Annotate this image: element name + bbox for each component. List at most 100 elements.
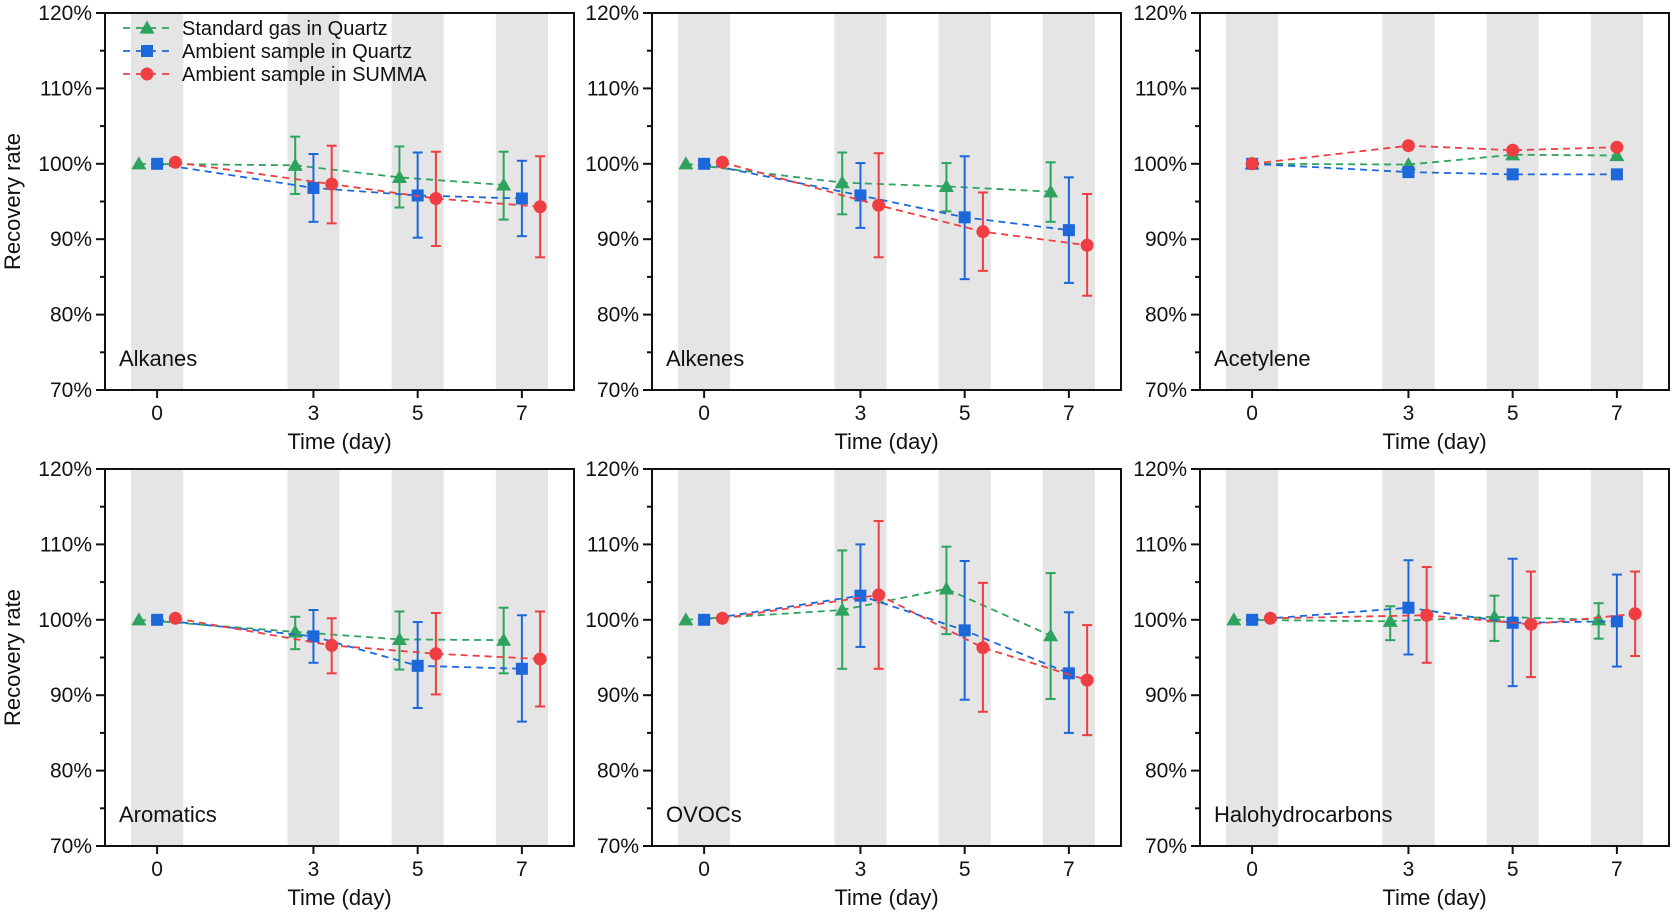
x-tick-label: 0 — [151, 858, 163, 881]
data-point-ambient_summa — [715, 611, 729, 625]
data-point-standard — [391, 169, 407, 183]
y-tick-label: 100% — [1133, 153, 1187, 176]
panel-label: Aromatics — [119, 802, 217, 827]
y-tick-label: 90% — [597, 684, 639, 707]
data-point-ambient_summa — [429, 191, 443, 205]
panel-label: Alkenes — [666, 346, 744, 371]
panel-label: OVOCs — [666, 802, 742, 827]
x-tick-label: 5 — [412, 402, 424, 425]
series-line-ambient_summa — [1270, 612, 1636, 626]
series-line-ambient_quartz — [703, 594, 1070, 675]
x-axis-title: Time (day) — [287, 429, 391, 454]
y-tick-label: 110% — [1135, 77, 1187, 100]
data-point-ambient_summa — [1245, 157, 1259, 171]
data-point-ambient_quartz — [1402, 601, 1415, 614]
x-tick-label: 3 — [1403, 402, 1415, 425]
data-point-ambient_quartz — [1610, 615, 1623, 628]
data-point-ambient_summa — [1263, 611, 1277, 625]
data-point-ambient_summa — [872, 588, 886, 602]
y-tick-label: 90% — [50, 684, 92, 707]
series-line-ambient_summa — [175, 617, 541, 660]
data-point-ambient_summa — [1524, 617, 1538, 631]
data-point-ambient_quartz — [151, 157, 164, 170]
panel-alkenes: 70% 80% 90% 100% 110% 120% 0 3 5 7 Time (day) Alken… — [585, 2, 1122, 454]
x-tick-label: 5 — [1507, 402, 1519, 425]
x-tick-label: 7 — [1611, 402, 1623, 425]
panel-acetylene: 70% 80% 90% 100% 110% 120% 0 3 5 7 Time (day) Acety… — [1133, 2, 1670, 454]
data-point-ambient_quartz — [515, 192, 528, 205]
x-axis-title: Time (day) — [834, 429, 938, 454]
data-point-standard — [1226, 612, 1242, 626]
y-tick-label: 70% — [597, 835, 639, 858]
y-tick-label: 120% — [1133, 2, 1187, 25]
panel-ovocs: 70% 80% 90% 100% 110% 120% 0 3 5 7 Time (day) OVOCs — [585, 458, 1122, 910]
data-point-standard — [391, 631, 407, 646]
x-tick-label: 7 — [516, 858, 528, 881]
data-point-ambient_quartz — [411, 659, 424, 672]
y-tick-label: 70% — [50, 379, 92, 402]
panel-alkanes: 70% 80% 90% 100% 110% 120% 0 3 5 7 Time (day) Recov… — [0, 2, 575, 454]
data-point-standard — [938, 178, 954, 193]
legend-marker-square — [141, 45, 153, 57]
y-tick-label: 110% — [40, 533, 92, 556]
data-point-ambient_summa — [1080, 673, 1094, 687]
y-tick-label: 110% — [1135, 533, 1187, 556]
data-point-ambient_summa — [715, 155, 729, 169]
data-point-ambient_summa — [1628, 607, 1642, 621]
x-tick-label: 0 — [151, 402, 163, 425]
y-tick-label: 100% — [1133, 609, 1187, 632]
y-tick-label: 90% — [50, 228, 92, 251]
x-tick-label: 5 — [412, 858, 424, 881]
data-point-standard — [1486, 609, 1502, 623]
y-tick-label: 80% — [597, 760, 639, 783]
y-tick-label: 70% — [597, 379, 639, 402]
data-point-ambient_summa — [1420, 608, 1434, 622]
shaded-band — [1590, 14, 1643, 389]
x-tick-label: 7 — [1063, 402, 1075, 425]
data-point-standard — [131, 612, 147, 626]
series-line-ambient_summa — [175, 161, 541, 208]
legend-item-standard: Standard gas in Quartz — [123, 18, 388, 40]
shaded-band — [131, 470, 184, 845]
data-point-standard — [131, 156, 147, 170]
data-point-ambient_quartz — [958, 624, 971, 637]
shaded-band — [678, 470, 731, 845]
data-point-ambient_summa — [533, 652, 547, 666]
legend-item-ambient_quartz: Ambient sample in Quartz — [123, 41, 412, 63]
data-point-standard — [1043, 628, 1059, 642]
x-axis-title: Time (day) — [834, 885, 938, 910]
x-axis-title: Time (day) — [1382, 885, 1486, 910]
series-line-ambient_summa — [722, 593, 1088, 681]
series-line-ambient_quartz — [1252, 162, 1617, 176]
data-point-ambient_summa — [872, 198, 886, 212]
y-tick-label: 100% — [38, 153, 92, 176]
y-tick-label: 70% — [1145, 835, 1187, 858]
x-tick-label: 3 — [308, 402, 320, 425]
data-point-standard — [496, 177, 512, 191]
series-line-ambient_summa — [722, 161, 1088, 247]
data-point-ambient_summa — [533, 200, 547, 214]
y-tick-label: 80% — [50, 760, 92, 783]
x-tick-label: 3 — [1403, 858, 1415, 881]
shaded-band — [678, 14, 731, 389]
legend-label: Ambient sample in Quartz — [182, 41, 412, 63]
data-point-ambient_summa — [1401, 139, 1415, 153]
y-tick-label: 100% — [585, 609, 639, 632]
data-point-standard — [287, 157, 303, 171]
series-line-standard — [685, 162, 1051, 193]
y-tick-label: 120% — [38, 458, 92, 481]
data-point-ambient_quartz — [307, 181, 320, 194]
data-point-ambient_quartz — [1506, 168, 1519, 181]
legend-item-ambient_summa: Ambient sample in SUMMA — [123, 64, 427, 86]
data-point-ambient_quartz — [854, 189, 867, 202]
x-tick-label: 5 — [959, 858, 971, 881]
legend-marker-triangle — [139, 20, 155, 34]
x-tick-label: 0 — [1246, 402, 1258, 425]
y-tick-label: 80% — [597, 304, 639, 327]
x-tick-label: 5 — [959, 402, 971, 425]
data-point-ambient_summa — [325, 638, 339, 652]
data-point-ambient_quartz — [1402, 166, 1415, 179]
data-point-ambient_quartz — [515, 662, 528, 675]
data-point-standard — [1382, 613, 1398, 627]
